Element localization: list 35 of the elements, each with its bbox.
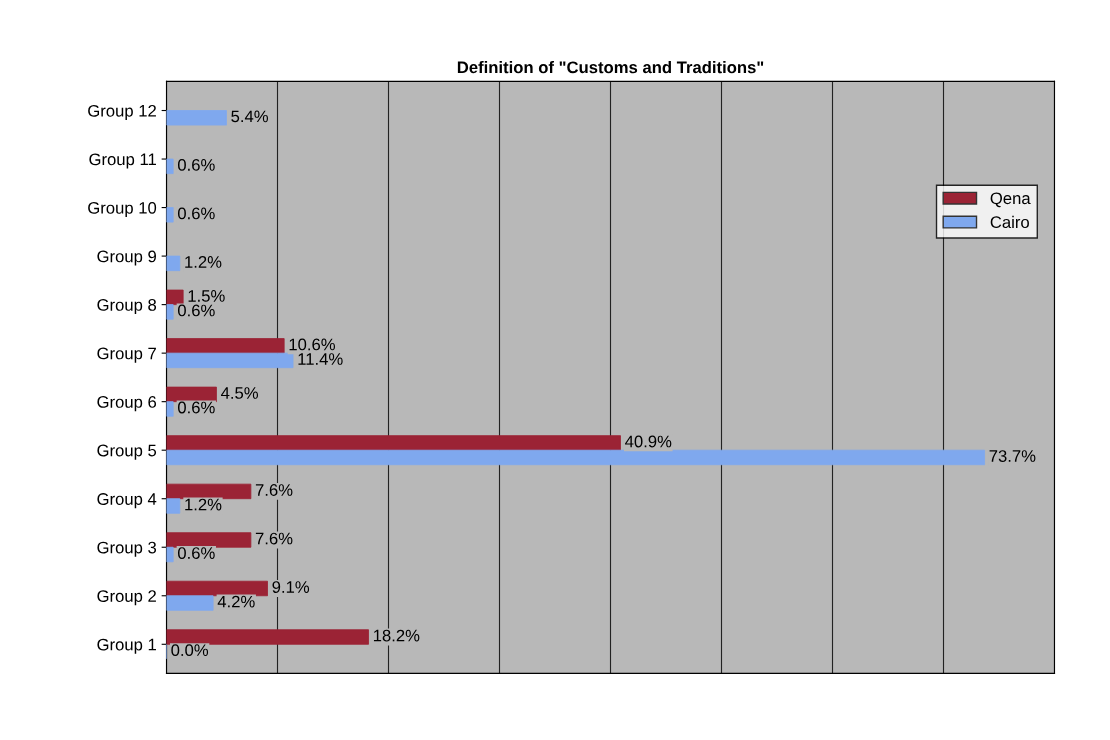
y-tick-label: Group 1 bbox=[97, 638, 156, 654]
data-label: 4.2% bbox=[217, 595, 255, 608]
data-label: 0.6% bbox=[177, 158, 215, 171]
y-tick-label: Group 2 bbox=[97, 590, 156, 606]
y-tick-label: Group 6 bbox=[97, 396, 157, 412]
data-label: 73.7% bbox=[989, 450, 1036, 462]
data-label: 1.2% bbox=[185, 256, 222, 268]
y-tick-label: Group 11 bbox=[89, 153, 156, 169]
y-tick-label: Group 5 bbox=[97, 444, 157, 460]
data-label: 5.4% bbox=[231, 110, 268, 123]
data-label: 0.0% bbox=[171, 644, 209, 657]
data-label: 4.5% bbox=[221, 387, 259, 399]
y-tick-label: Group 8 bbox=[97, 299, 157, 315]
data-label: 0.6% bbox=[177, 207, 215, 220]
y-tick-label: Group 12 bbox=[88, 104, 156, 121]
y-tick-label: Group 10 bbox=[88, 201, 157, 218]
y-tick-label: Group 3 bbox=[97, 541, 157, 557]
chart-title: Definition of "Customs and Traditions" bbox=[457, 60, 764, 74]
data-label: 7.6% bbox=[255, 532, 293, 545]
legend-label: Cairo bbox=[990, 215, 1029, 229]
y-tick-label: Group 4 bbox=[97, 493, 157, 509]
y-tick-label: Group 7 bbox=[97, 347, 156, 363]
legend-label: Qena bbox=[990, 192, 1031, 208]
data-label: 0.6% bbox=[177, 401, 215, 414]
data-label: 7.6% bbox=[255, 484, 293, 496]
data-label: 1.2% bbox=[185, 498, 222, 511]
data-label: 0.6% bbox=[177, 547, 215, 559]
data-label: 1.5% bbox=[188, 290, 225, 302]
data-label: 18.2% bbox=[373, 629, 420, 642]
y-tick-label: Group 9 bbox=[97, 250, 156, 266]
data-label: 10.6% bbox=[289, 338, 335, 351]
data-label: 11.4% bbox=[298, 353, 343, 365]
data-label: 40.9% bbox=[625, 435, 672, 448]
data-label: 9.1% bbox=[272, 581, 310, 593]
data-label: 0.6% bbox=[177, 304, 215, 317]
